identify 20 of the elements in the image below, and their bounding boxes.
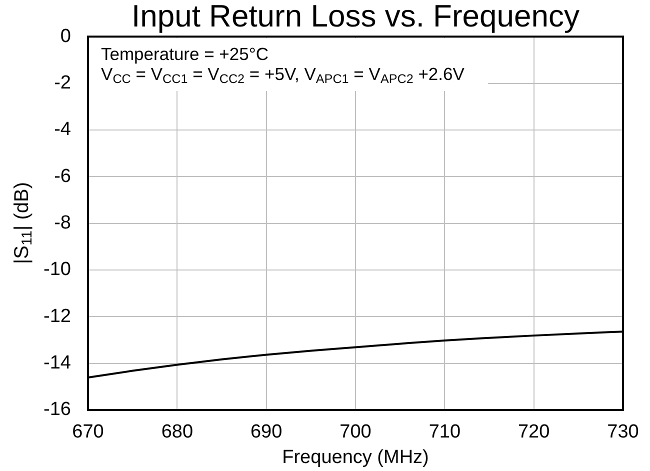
y-tick-label: -12 [44, 306, 71, 327]
y-tick-label: -14 [44, 352, 72, 374]
chart-title: Input Return Loss vs. Frequency [131, 0, 580, 34]
y-tick-label: 0 [60, 26, 71, 47]
y-tick-label: -10 [44, 259, 71, 280]
text: V$_{CC}$ = V$_{CC1}$ = V$_{CC2}$ = +5V, V$_{APC1}$ = V$_{APC2}$ +2.6V [101, 64, 464, 86]
x-tick-label: 730 [607, 422, 639, 443]
x-tick-label: 710 [428, 422, 461, 443]
x-axis-title: Frequency (MHz) [282, 446, 429, 468]
y-tick-label: -4 [54, 119, 72, 140]
x-tick-label: 670 [72, 422, 104, 443]
annotation: Temperature = +25°C [101, 44, 269, 64]
y-tick-label: -16 [44, 399, 71, 420]
y-tick-label: -8 [54, 212, 71, 234]
y-tick-label: -6 [54, 166, 71, 187]
y-tick-label: -2 [54, 72, 71, 94]
x-tick-label: 720 [518, 422, 550, 443]
x-tick-label: 680 [161, 422, 194, 443]
x-tick-label: 690 [250, 422, 282, 443]
x-tick-label: 700 [340, 422, 372, 443]
